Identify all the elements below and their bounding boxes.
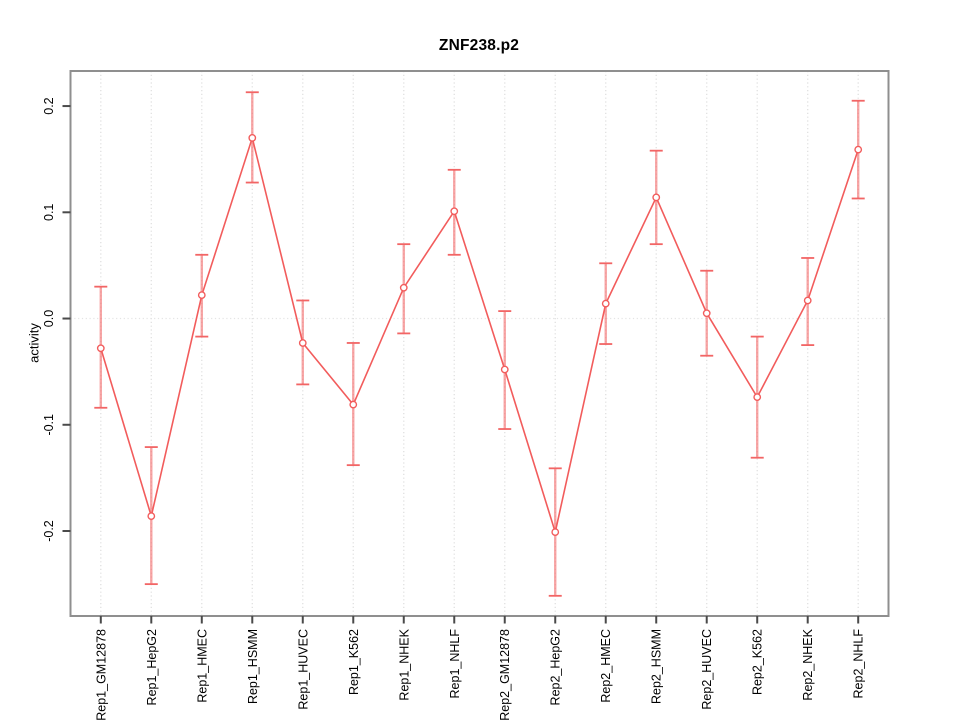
x-tick-label: Rep1_HUVEC xyxy=(296,629,310,710)
series-line xyxy=(100,134,859,536)
x-tick-label: Rep1_GM12878 xyxy=(94,629,108,720)
data-point xyxy=(248,134,257,142)
data-point xyxy=(551,528,560,536)
data-point xyxy=(450,207,459,216)
y-tick-label: -0.2 xyxy=(42,520,56,542)
x-tick-label: Rep2_HSMM xyxy=(650,629,664,704)
x-tick-label: Rep1_NHEK xyxy=(397,628,411,700)
plot-border xyxy=(69,70,890,617)
y-tick-label: 0.0 xyxy=(42,310,56,327)
chart-title: ZNF238.p2 xyxy=(438,37,520,54)
x-tick-label: Rep1_HMEC xyxy=(195,629,209,703)
data-point xyxy=(601,299,610,308)
x-tick-label: Rep2_GM12878 xyxy=(498,629,512,720)
x-tick-label: Rep1_HepG2 xyxy=(145,629,159,705)
data-point xyxy=(854,145,863,154)
x-tick-label: Rep2_K562 xyxy=(751,629,765,695)
y-tick-label: -0.1 xyxy=(42,414,56,436)
data-point xyxy=(96,344,105,353)
x-tick-label: Rep2_HepG2 xyxy=(549,629,563,705)
data-point xyxy=(803,296,812,305)
x-tick-label: Rep2_NHLF xyxy=(852,629,866,699)
x-tick-label: Rep2_NHEK xyxy=(801,628,815,700)
data-point xyxy=(652,193,661,202)
x-tick-label: Rep1_K562 xyxy=(347,629,361,695)
x-tick-label: Rep1_NHLF xyxy=(448,629,462,699)
y-tick-label: 0.1 xyxy=(42,204,56,221)
data-point xyxy=(500,365,509,374)
data-point xyxy=(399,283,408,292)
x-tick-label: Rep2_HUVEC xyxy=(700,629,714,710)
data-point xyxy=(702,309,711,318)
data-point xyxy=(753,393,762,402)
data-point xyxy=(298,339,307,347)
data-point xyxy=(147,512,156,521)
y-tick-label: 0.2 xyxy=(42,97,56,114)
data-point xyxy=(197,291,206,300)
x-tick-label: Rep2_HMEC xyxy=(599,629,613,703)
data-point xyxy=(349,400,358,409)
x-tick-label: Rep1_HSMM xyxy=(246,629,260,704)
